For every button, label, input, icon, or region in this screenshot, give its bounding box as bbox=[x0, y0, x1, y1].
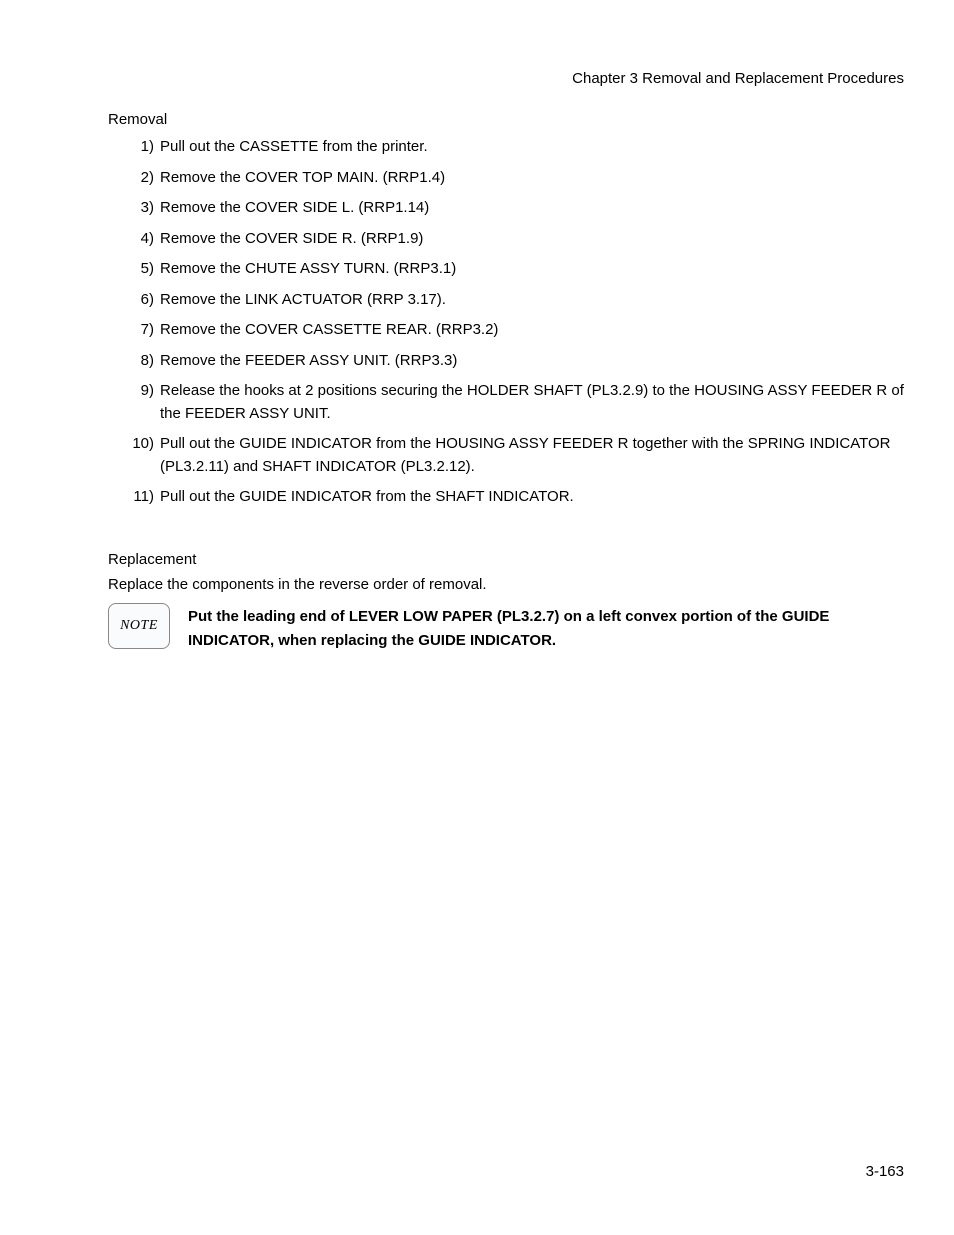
note-block: NOTE Put the leading end of LEVER LOW PA… bbox=[108, 603, 904, 653]
removal-title: Removal bbox=[108, 111, 904, 128]
removal-step: Pull out the GUIDE INDICATOR from the HO… bbox=[128, 433, 904, 478]
removal-step: Remove the COVER TOP MAIN. (RRP1.4) bbox=[128, 167, 904, 190]
note-label-box: NOTE bbox=[108, 603, 170, 649]
page-number: 3-163 bbox=[866, 1163, 904, 1180]
removal-step: Release the hooks at 2 positions securin… bbox=[128, 380, 904, 425]
removal-step: Remove the COVER SIDE L. (RRP1.14) bbox=[128, 197, 904, 220]
removal-step: Remove the CHUTE ASSY TURN. (RRP3.1) bbox=[128, 258, 904, 281]
removal-step: Remove the LINK ACTUATOR (RRP 3.17). bbox=[128, 289, 904, 312]
removal-steps-list: Pull out the CASSETTE from the printer. … bbox=[108, 136, 904, 509]
replacement-intro: Replace the components in the reverse or… bbox=[108, 576, 904, 593]
removal-step: Remove the FEEDER ASSY UNIT. (RRP3.3) bbox=[128, 350, 904, 373]
note-text: Put the leading end of LEVER LOW PAPER (… bbox=[188, 603, 904, 653]
removal-step: Pull out the CASSETTE from the printer. bbox=[128, 136, 904, 159]
removal-step: Remove the COVER SIDE R. (RRP1.9) bbox=[128, 228, 904, 251]
replacement-section: Replacement Replace the components in th… bbox=[108, 551, 904, 653]
removal-step: Remove the COVER CASSETTE REAR. (RRP3.2) bbox=[128, 319, 904, 342]
replacement-title: Replacement bbox=[108, 551, 904, 568]
removal-step: Pull out the GUIDE INDICATOR from the SH… bbox=[128, 486, 904, 509]
chapter-header: Chapter 3 Removal and Replacement Proced… bbox=[108, 70, 904, 87]
